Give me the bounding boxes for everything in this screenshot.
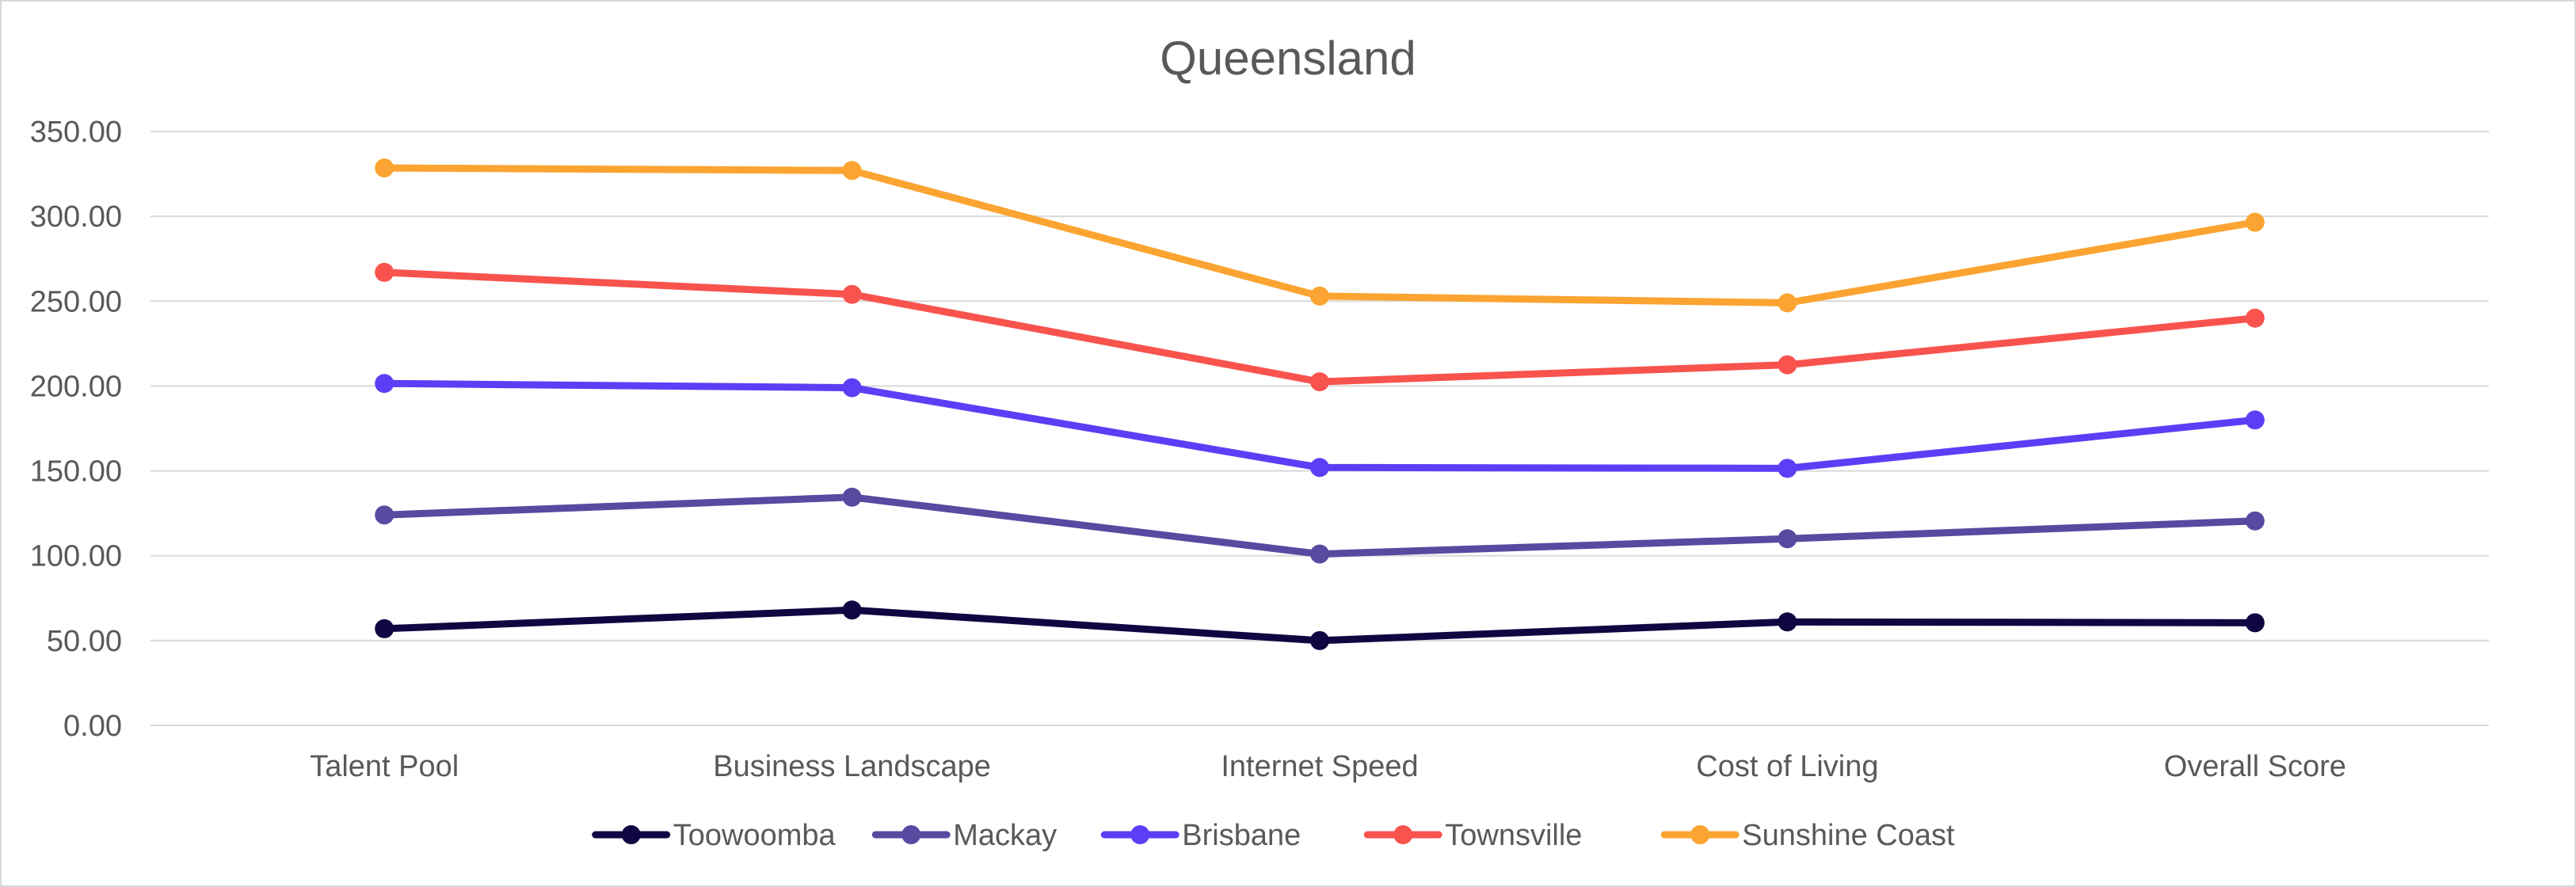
data-point bbox=[1778, 355, 1797, 375]
x-tick-label: Talent Pool bbox=[310, 750, 459, 783]
data-point bbox=[375, 505, 394, 525]
data-point bbox=[375, 619, 394, 638]
data-point bbox=[1778, 529, 1797, 549]
data-point bbox=[1310, 286, 1329, 306]
legend-label: Sunshine Coast bbox=[1742, 819, 1955, 852]
x-axis-ticks: Talent Pool Business Landscape Internet Sp… bbox=[310, 750, 2346, 783]
data-point bbox=[375, 374, 394, 394]
data-point bbox=[1778, 459, 1797, 478]
y-tick-label: 300.00 bbox=[30, 200, 122, 234]
y-tick-label: 100.00 bbox=[30, 540, 122, 573]
y-tick-label: 200.00 bbox=[30, 370, 122, 403]
legend-item: Sunshine Coast bbox=[1660, 819, 1955, 852]
data-point bbox=[1310, 630, 1329, 650]
data-point bbox=[2245, 308, 2265, 328]
legend: Toowoomba Mackay Brisbane Townsville Sunshin… bbox=[592, 819, 1955, 852]
legend-swatch-marker bbox=[1393, 825, 1413, 844]
data-point bbox=[2245, 511, 2265, 531]
legend-label: Toowoomba bbox=[673, 819, 836, 852]
data-point bbox=[1778, 612, 1797, 632]
y-axis-ticks: 0.00 50.00 100.00 150.00 200.00 250.00 300.00 3… bbox=[30, 116, 122, 743]
data-point bbox=[1310, 372, 1329, 392]
series-0 bbox=[375, 600, 2265, 650]
x-tick-label: Internet Speed bbox=[1221, 750, 1418, 783]
data-point bbox=[842, 487, 862, 507]
legend-item: Mackay bbox=[871, 819, 1057, 852]
data-point bbox=[842, 600, 862, 620]
legend-item: Brisbane bbox=[1100, 819, 1301, 852]
series-3 bbox=[375, 262, 2265, 392]
series-1 bbox=[375, 487, 2265, 564]
x-tick-label: Business Landscape bbox=[713, 750, 991, 783]
x-tick-label: Cost of Living bbox=[1696, 750, 1878, 783]
y-tick-label: 150.00 bbox=[30, 455, 122, 489]
series-4 bbox=[375, 158, 2265, 313]
y-tick-label: 50.00 bbox=[47, 625, 122, 658]
legend-label: Mackay bbox=[953, 819, 1057, 852]
data-point bbox=[842, 161, 862, 181]
legend-item: Toowoomba bbox=[592, 819, 836, 852]
data-point bbox=[2245, 613, 2265, 633]
series-lines bbox=[375, 158, 2265, 650]
y-tick-label: 350.00 bbox=[30, 116, 122, 149]
x-tick-label: Overall Score bbox=[2164, 750, 2346, 783]
data-point bbox=[1310, 544, 1329, 564]
data-point bbox=[375, 262, 394, 282]
series-line bbox=[380, 379, 2259, 472]
data-point bbox=[2245, 212, 2265, 232]
data-point bbox=[2245, 410, 2265, 430]
data-point bbox=[375, 158, 394, 178]
series-2 bbox=[375, 374, 2265, 478]
legend-swatch-marker bbox=[621, 825, 641, 844]
y-tick-label: 250.00 bbox=[30, 285, 122, 318]
legend-swatch-marker bbox=[1690, 825, 1710, 844]
legend-label: Brisbane bbox=[1182, 819, 1301, 852]
chart-title: Queensland bbox=[1160, 32, 1416, 85]
legend-swatch-marker bbox=[901, 825, 921, 844]
data-point bbox=[842, 378, 862, 398]
data-point bbox=[842, 284, 862, 304]
legend-item: Townsville bbox=[1363, 819, 1582, 852]
legend-label: Townsville bbox=[1445, 819, 1582, 852]
data-point bbox=[1778, 293, 1797, 313]
data-point bbox=[1310, 458, 1329, 478]
y-tick-label: 0.00 bbox=[63, 710, 122, 743]
legend-swatch-marker bbox=[1130, 825, 1150, 844]
